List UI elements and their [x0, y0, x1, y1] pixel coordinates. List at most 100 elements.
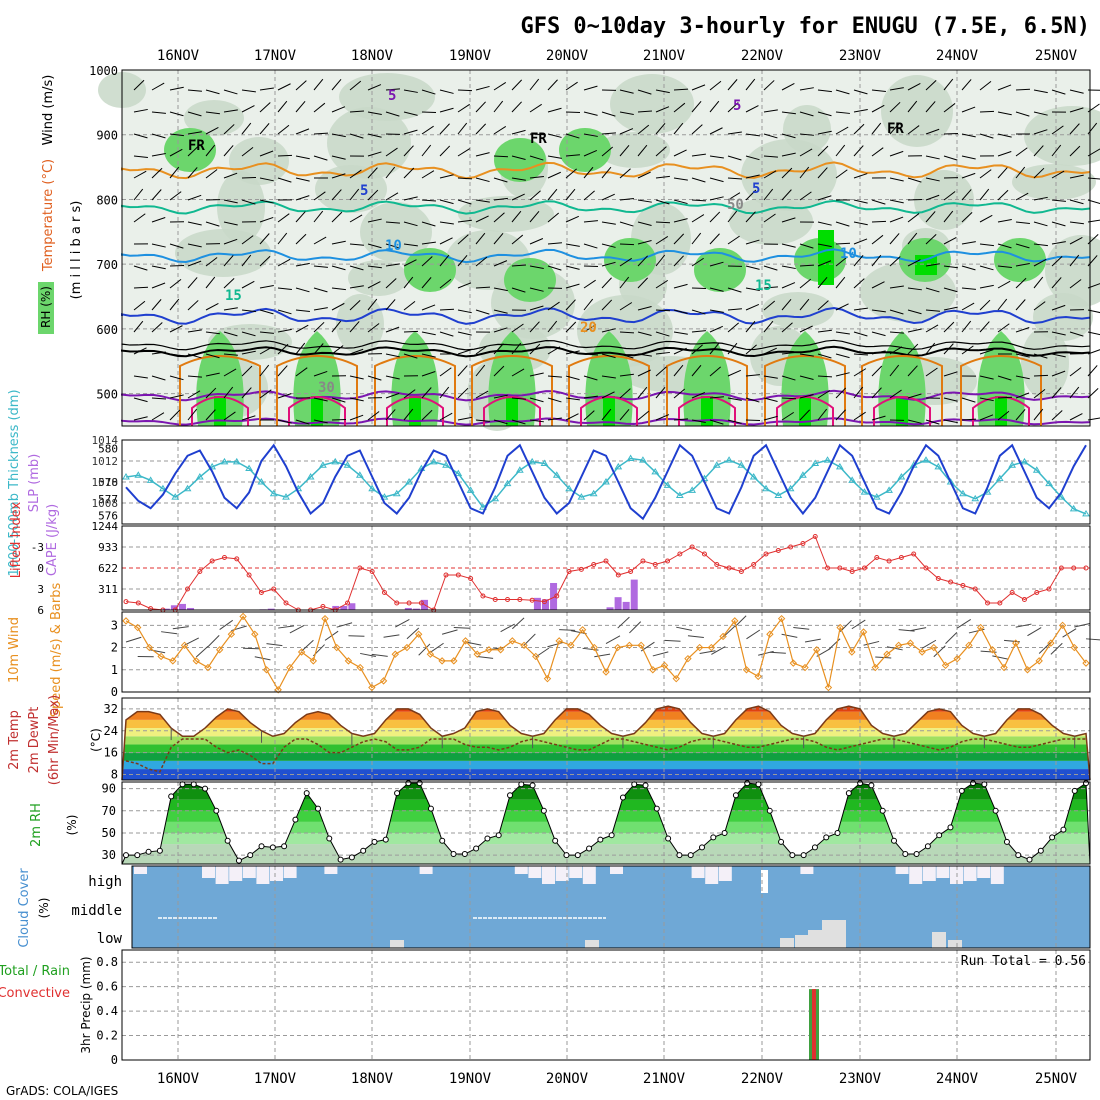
high-cloud-gap — [909, 866, 923, 884]
lifted-index-point — [652, 562, 658, 567]
wind-barb — [169, 166, 180, 179]
wind-barb — [133, 170, 147, 179]
wind-barb — [691, 257, 704, 267]
wind-barb — [655, 236, 669, 245]
wind-barb — [727, 397, 742, 401]
wind-barb — [889, 199, 904, 204]
wind-barb — [439, 254, 450, 267]
wind-barb — [945, 632, 958, 644]
rh-light-region — [184, 100, 244, 136]
lifted-index-point — [886, 558, 892, 564]
wind-barb — [259, 177, 274, 182]
wind-barb — [601, 328, 616, 333]
rh-point — [574, 852, 581, 859]
thickness-tick-label: 580 — [98, 442, 118, 455]
wind-barb — [295, 177, 310, 182]
wind-barb — [1015, 221, 1030, 224]
wind-barb — [133, 397, 148, 403]
wind-barb — [898, 629, 915, 632]
wind-barb — [709, 261, 724, 267]
low-cloud-bar — [795, 935, 809, 948]
wind-barb — [349, 188, 360, 201]
wind-barb — [933, 645, 946, 658]
wind-barb — [907, 393, 922, 399]
bottom-date-label: 16NOV — [157, 1071, 200, 1087]
wind-barb — [349, 348, 364, 355]
rh-point — [1071, 787, 1078, 794]
wind-barb — [673, 149, 687, 157]
wind-barb — [997, 375, 1012, 381]
wind-barb — [349, 300, 361, 311]
wind-barb — [889, 285, 904, 289]
wind-speed-point — [906, 639, 915, 647]
wind-barb — [583, 220, 598, 223]
wind-barb — [745, 239, 760, 245]
wind-barb — [907, 259, 921, 267]
low-cloud-bar — [822, 920, 846, 948]
slp-tick-label: 1014 — [92, 434, 119, 447]
thickness-point — [786, 484, 795, 492]
wind-speed-point — [122, 617, 130, 625]
wind-barb — [637, 239, 652, 245]
wind-barb — [403, 111, 418, 116]
wind-barb — [457, 282, 472, 289]
wind-speed-point — [953, 654, 961, 663]
wind-barb — [493, 82, 507, 91]
wind-barb — [241, 176, 257, 179]
rh-saturated-column — [896, 396, 908, 426]
wind-barb — [295, 262, 310, 267]
wind-barb — [349, 375, 364, 380]
wind-barb — [871, 415, 886, 421]
wind-barb — [594, 653, 611, 658]
wind-barb — [511, 368, 525, 377]
wind-barb — [583, 85, 598, 91]
wind-barb — [360, 652, 376, 658]
wind-barb — [169, 133, 184, 137]
wind-barb — [403, 243, 418, 247]
wind-barb — [961, 211, 973, 223]
contour-label: 10 — [385, 238, 402, 254]
rh-light-region — [336, 294, 384, 354]
wind-barb — [565, 265, 580, 270]
wind-barb — [583, 324, 597, 333]
wind-barb — [925, 324, 939, 333]
wind-barb — [817, 390, 831, 399]
wind-barb — [169, 278, 182, 289]
wind-barb — [511, 397, 526, 400]
wind-barb — [835, 256, 848, 267]
wind-speed-point — [251, 630, 259, 638]
wind-barb — [655, 254, 666, 267]
thickness-point — [405, 478, 413, 485]
wind-barb — [961, 155, 976, 160]
rh-tick-label: 90 — [102, 782, 116, 796]
wind-barb — [169, 243, 184, 249]
wind-barb — [259, 285, 274, 289]
rh-line — [121, 782, 1091, 865]
wind-barb — [745, 287, 760, 291]
temp-contour-25 — [471, 355, 553, 426]
wind-barb — [133, 416, 148, 421]
wind-barb — [709, 127, 723, 135]
wind-barb — [403, 145, 414, 157]
lifted-tick-label: 6 — [37, 604, 44, 617]
wind-speed-point — [1000, 663, 1008, 672]
contour-label: 5 — [752, 181, 760, 197]
rh-point — [834, 829, 841, 836]
wind-barb — [241, 331, 256, 337]
wind-barb — [295, 233, 307, 245]
wind-barb — [169, 325, 183, 333]
wind-barb — [817, 276, 828, 289]
rh-moist-column — [878, 331, 926, 426]
wind-barb — [457, 309, 472, 314]
wind-barb — [187, 353, 202, 359]
rh-point — [924, 843, 931, 850]
rh-point — [281, 843, 288, 850]
wind-barb — [133, 108, 148, 113]
wind-barb — [673, 388, 686, 399]
wind-speed-point — [731, 617, 739, 625]
wind-barb — [889, 331, 904, 334]
wind-barb — [619, 168, 631, 179]
rh-point — [778, 838, 785, 845]
wind-barb — [907, 365, 918, 377]
cape-bar — [170, 605, 178, 610]
